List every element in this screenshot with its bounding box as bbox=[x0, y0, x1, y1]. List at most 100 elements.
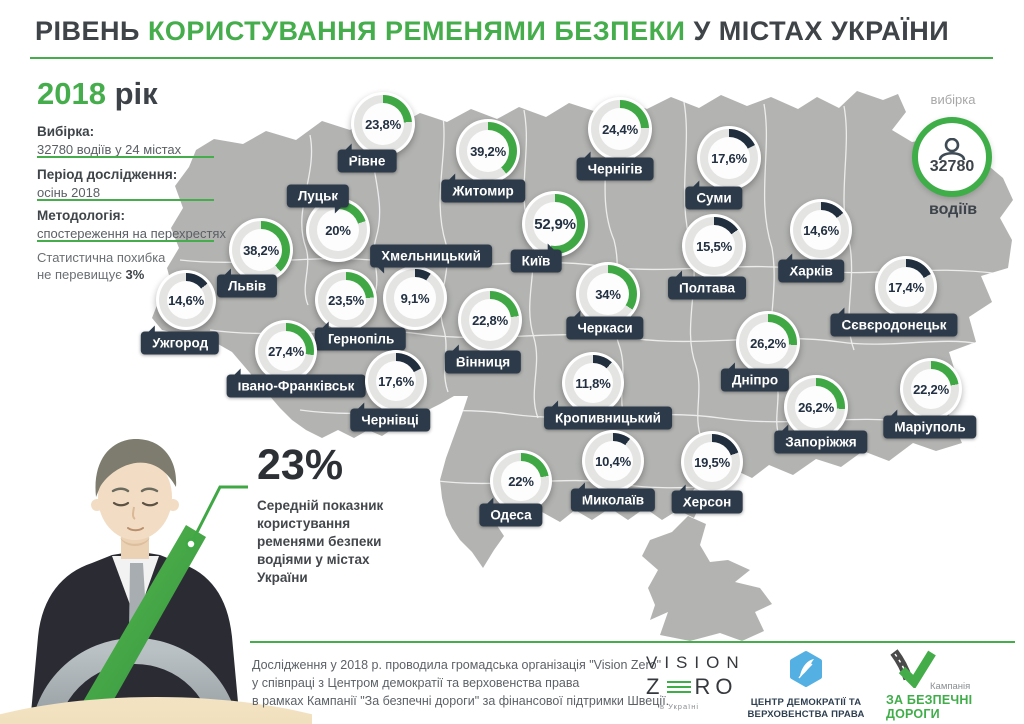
gauge-value: 26,2% bbox=[798, 399, 834, 415]
city-label: Одеса bbox=[479, 497, 543, 527]
city-gauge: 17,6% bbox=[365, 350, 427, 412]
gauge-hole bbox=[573, 363, 613, 403]
gauge-value: 10,4% bbox=[595, 453, 631, 469]
page-title: РІВЕНЬ КОРИСТУВАННЯ РЕМЕНЯМИ БЕЗПЕКИ У М… bbox=[35, 16, 950, 46]
city-label: Вінниця bbox=[444, 344, 522, 374]
sidebar-divider bbox=[37, 240, 214, 242]
city-label: Луцьк bbox=[286, 184, 350, 214]
gauge-hole bbox=[747, 322, 789, 364]
city-gauge: 26,2% bbox=[736, 311, 800, 375]
year-heading: 2018 рік bbox=[37, 76, 158, 111]
section-value: спостереження на перехрестях bbox=[37, 226, 226, 241]
gauge-value: 22,2% bbox=[913, 381, 949, 397]
driver-illustration bbox=[0, 439, 312, 724]
gauge-hole bbox=[708, 137, 750, 179]
seatbelt bbox=[70, 525, 206, 724]
gauge-hole bbox=[326, 280, 366, 320]
section-label: Вибірка: bbox=[37, 124, 95, 139]
sample-caption: вибірка bbox=[930, 92, 976, 107]
city-gauge: 17,4% bbox=[875, 256, 937, 318]
mouth bbox=[127, 527, 144, 532]
sidebar-divider bbox=[37, 199, 214, 201]
gauge-value: 19,5% bbox=[694, 454, 730, 470]
title-divider bbox=[30, 57, 993, 59]
gauge-hole bbox=[911, 369, 951, 409]
gauge-hole bbox=[167, 281, 205, 319]
city-label: Харків bbox=[778, 253, 844, 283]
city-label: Дніпро bbox=[720, 362, 790, 392]
gauge-hole bbox=[692, 442, 732, 482]
city-gauge: 39,2% bbox=[456, 119, 520, 183]
city-gauge: 38,2% bbox=[229, 218, 293, 282]
gauge-hole bbox=[593, 441, 633, 481]
gauge-hole bbox=[394, 277, 436, 319]
section-label: Період дослідження: bbox=[37, 167, 178, 182]
gauge-value: 34% bbox=[595, 286, 621, 302]
quill-icon bbox=[790, 651, 822, 687]
section-label: Методологія: bbox=[37, 208, 125, 223]
city-label: Суми bbox=[685, 180, 743, 210]
gauge-value: 38,2% bbox=[243, 242, 279, 258]
gauge-hole bbox=[801, 210, 841, 250]
period-section: Період дослідження: осінь 2018 bbox=[37, 167, 177, 200]
city-gauge: 11,8% bbox=[562, 352, 624, 414]
gauge-value: 9,1% bbox=[400, 290, 430, 306]
zero-dashes-icon bbox=[667, 681, 692, 693]
gauge-value: 52,9% bbox=[534, 215, 576, 233]
gauge-value: 22,8% bbox=[472, 312, 508, 328]
gauge-value: 23,5% bbox=[328, 292, 364, 308]
city-label: Чернівці bbox=[350, 402, 430, 432]
city-label: Запоріжжя bbox=[774, 424, 868, 454]
road-check-icon bbox=[890, 649, 936, 690]
city-label: Івано-Франківськ bbox=[226, 368, 366, 398]
sidebar-divider bbox=[37, 156, 214, 158]
city-label: Херсон bbox=[671, 484, 743, 514]
gauge-hole bbox=[317, 209, 359, 251]
city-label: Київ bbox=[510, 243, 562, 273]
city-label: Миколаїв bbox=[570, 482, 656, 512]
gauge-hole bbox=[501, 461, 541, 501]
gauge-value: 24,4% bbox=[602, 121, 638, 137]
methodology-section: Методологія: спостереження на перехрестя… bbox=[37, 208, 226, 241]
city-gauge: 9,1% bbox=[383, 266, 447, 330]
city-gauge: 10,4% bbox=[582, 430, 644, 492]
chin-beard bbox=[120, 537, 150, 546]
city-label: Маріуполь bbox=[883, 409, 977, 439]
city-gauge: 17,6% bbox=[697, 126, 761, 190]
city-label: Сєвєродонецьк bbox=[830, 307, 958, 337]
city-gauge: 19,5% bbox=[681, 431, 743, 493]
city-label: Львів bbox=[216, 268, 278, 298]
city-gauge: 27,4% bbox=[255, 320, 317, 382]
crimea-peninsula bbox=[642, 516, 772, 641]
city-gauge: 14,6% bbox=[790, 199, 852, 261]
city-gauge: 22,2% bbox=[900, 358, 962, 420]
gauge-value: 20% bbox=[325, 222, 351, 238]
gauge-hole bbox=[362, 103, 404, 145]
gauge-value: 14,6% bbox=[168, 292, 204, 308]
city-label: Тернопіль bbox=[314, 321, 406, 351]
city-label: Черкаси bbox=[566, 310, 644, 340]
vision-zero-logo: VISION Z RO в Україні bbox=[646, 653, 746, 711]
section-value: осінь 2018 bbox=[37, 185, 101, 200]
hair bbox=[95, 439, 177, 497]
gauge-hole bbox=[376, 361, 416, 401]
nose bbox=[132, 506, 136, 520]
city-gauge: 23,8% bbox=[351, 92, 415, 156]
sample-count: 32780 bbox=[929, 158, 975, 175]
gauge-value: 26,2% bbox=[750, 335, 786, 351]
dashboard bbox=[0, 697, 312, 724]
city-gauge: 15,5% bbox=[682, 214, 746, 278]
gauge-value: 23,8% bbox=[365, 116, 401, 132]
city-label: Полтава bbox=[668, 270, 746, 300]
city-gauge: 22% bbox=[490, 450, 552, 512]
driver-icon bbox=[938, 138, 966, 160]
gauge-hole bbox=[587, 273, 629, 315]
sample-section: Вибірка: 32780 водіїв у 24 містах bbox=[37, 124, 181, 157]
gauge-hole bbox=[240, 229, 282, 271]
city-label: Кропивницький bbox=[544, 400, 672, 430]
city-label: Житомир bbox=[441, 173, 525, 203]
gauge-value: 17,6% bbox=[378, 373, 414, 389]
gauge-hole bbox=[599, 108, 641, 150]
gauge-value: 17,4% bbox=[888, 279, 924, 295]
